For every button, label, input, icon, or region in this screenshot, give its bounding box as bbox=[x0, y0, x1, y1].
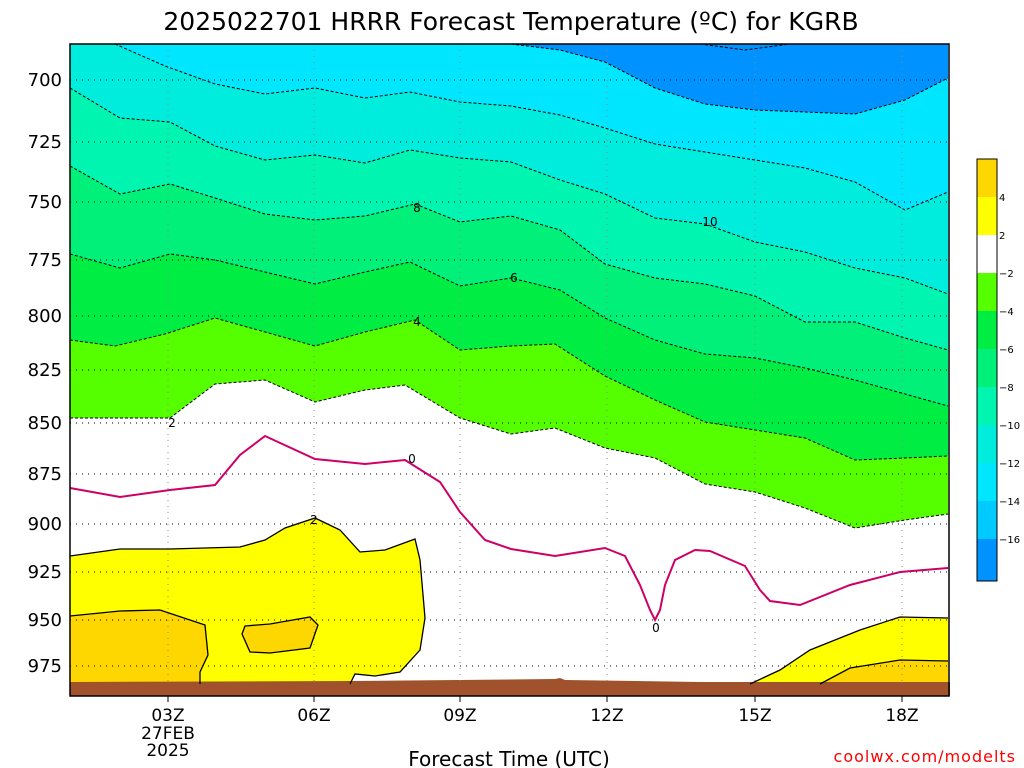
contour-label-8: 8 bbox=[413, 201, 421, 215]
colorbar-swatch-minus-4 bbox=[977, 311, 997, 349]
y-tick-975: 975 bbox=[28, 656, 62, 677]
colorbar-swatch-plus-2 bbox=[977, 197, 997, 235]
contour-minus-4 bbox=[69, 253, 949, 407]
colorbar-swatch-minus-12 bbox=[977, 463, 997, 501]
colorbar-swatch-minus-14 bbox=[977, 501, 997, 539]
x-tick-date-year: 2025 bbox=[146, 741, 189, 761]
colorbar: 4 2 −2 −4 −6 −8 −10 −12 −14 −16 bbox=[976, 158, 1020, 582]
y-tick-775: 775 bbox=[28, 250, 62, 271]
y-tick-825: 825 bbox=[28, 360, 62, 381]
positive-contours bbox=[69, 517, 949, 685]
contour-plus-4-pocket bbox=[241, 616, 319, 654]
y-tick-900: 900 bbox=[28, 514, 62, 535]
colorbar-label-plus-4: 4 bbox=[999, 193, 1005, 204]
x-axis: 03Z 06Z 09Z 12Z 15Z 18Z 27FEB 2025 bbox=[141, 696, 919, 761]
contour-label-10: 10 bbox=[702, 215, 717, 229]
colorbar-label-minus-8: −8 bbox=[999, 383, 1014, 394]
colorbar-swatch-minus-2 bbox=[977, 273, 997, 311]
x-tick-15z: 15Z bbox=[738, 706, 771, 726]
colorbar-swatch-plus-4 bbox=[977, 159, 997, 197]
colorbar-swatch-plus-0 bbox=[977, 235, 997, 273]
contour-minus-6 bbox=[69, 165, 949, 351]
contour-minus-8 bbox=[69, 87, 949, 295]
y-tick-925: 925 bbox=[28, 562, 62, 583]
colorbar-swatch-minus-16 bbox=[977, 539, 997, 581]
x-axis-label: Forecast Time (UTC) bbox=[408, 747, 610, 768]
y-tick-875: 875 bbox=[28, 464, 62, 485]
colorbar-frame bbox=[976, 158, 998, 582]
contour-minus-2 bbox=[69, 317, 949, 461]
contour-label-4: 4 bbox=[413, 315, 421, 329]
colorbar-label-minus-4: −4 bbox=[999, 307, 1014, 318]
x-tick-12z: 12Z bbox=[590, 706, 623, 726]
contour-minus-10 bbox=[114, 43, 949, 211]
band-plus-4 bbox=[70, 610, 948, 684]
grid bbox=[70, 79, 948, 667]
colorbar-label-minus-12: −12 bbox=[999, 459, 1020, 470]
x-tick-09z: 09Z bbox=[443, 706, 476, 726]
x-tick-06z: 06Z bbox=[297, 706, 330, 726]
y-tick-700: 700 bbox=[28, 70, 62, 91]
colorbar-swatch-minus-6 bbox=[977, 349, 997, 387]
contour-minus-0 bbox=[70, 379, 949, 529]
contour-label-0-upper: 0 bbox=[408, 452, 416, 466]
contour-labels: 8 10 6 4 2 0 2 0 bbox=[168, 201, 717, 635]
contour-minus-14 bbox=[510, 43, 949, 115]
colorbar-swatches bbox=[977, 159, 997, 581]
colorbar-label-minus-6: −6 bbox=[999, 345, 1014, 356]
ground-terrain bbox=[70, 678, 950, 696]
contour-plus-2 bbox=[69, 517, 426, 685]
contour-label-2-lower: 2 bbox=[310, 513, 318, 527]
contour-plus-2-right bbox=[749, 616, 949, 685]
colorbar-swatch-minus-8 bbox=[977, 387, 997, 425]
y-tick-725: 725 bbox=[28, 132, 62, 153]
chart-title: 2025022701 HRRR Forecast Temperature (ºC… bbox=[163, 7, 858, 36]
contour-label-2-upper: 2 bbox=[168, 416, 176, 430]
x-tick-date-day: 27FEB bbox=[141, 724, 195, 744]
colorbar-label-minus-10: −10 bbox=[999, 421, 1020, 432]
colorbar-label-minus-2: −2 bbox=[999, 269, 1014, 280]
contour-plus-4 bbox=[69, 609, 209, 684]
colorbar-swatch-minus-10 bbox=[977, 425, 997, 463]
plot-area: 8 10 6 4 2 0 2 0 bbox=[69, 43, 950, 697]
y-tick-950: 950 bbox=[28, 610, 62, 631]
x-tick-03z: 03Z bbox=[151, 706, 184, 726]
y-tick-750: 750 bbox=[28, 192, 62, 213]
contour-plus-4-right bbox=[819, 659, 949, 685]
y-tick-800: 800 bbox=[28, 306, 62, 327]
credit-text: coolwx.com/modelts bbox=[834, 747, 1016, 766]
y-axis: 700 725 750 775 800 825 850 875 900 925 … bbox=[28, 70, 62, 677]
colorbar-label-minus-14: −14 bbox=[999, 497, 1020, 508]
contour-label-6: 6 bbox=[510, 271, 518, 285]
freezing-isotherm bbox=[69, 434, 949, 623]
colorbar-label-plus-2: 2 bbox=[999, 231, 1005, 242]
colorbar-label-minus-16: −16 bbox=[999, 535, 1020, 546]
contour-label-0-lower: 0 bbox=[652, 621, 660, 635]
x-tick-18z: 18Z bbox=[885, 706, 918, 726]
plot-frame bbox=[69, 43, 950, 697]
y-tick-850: 850 bbox=[28, 413, 62, 434]
